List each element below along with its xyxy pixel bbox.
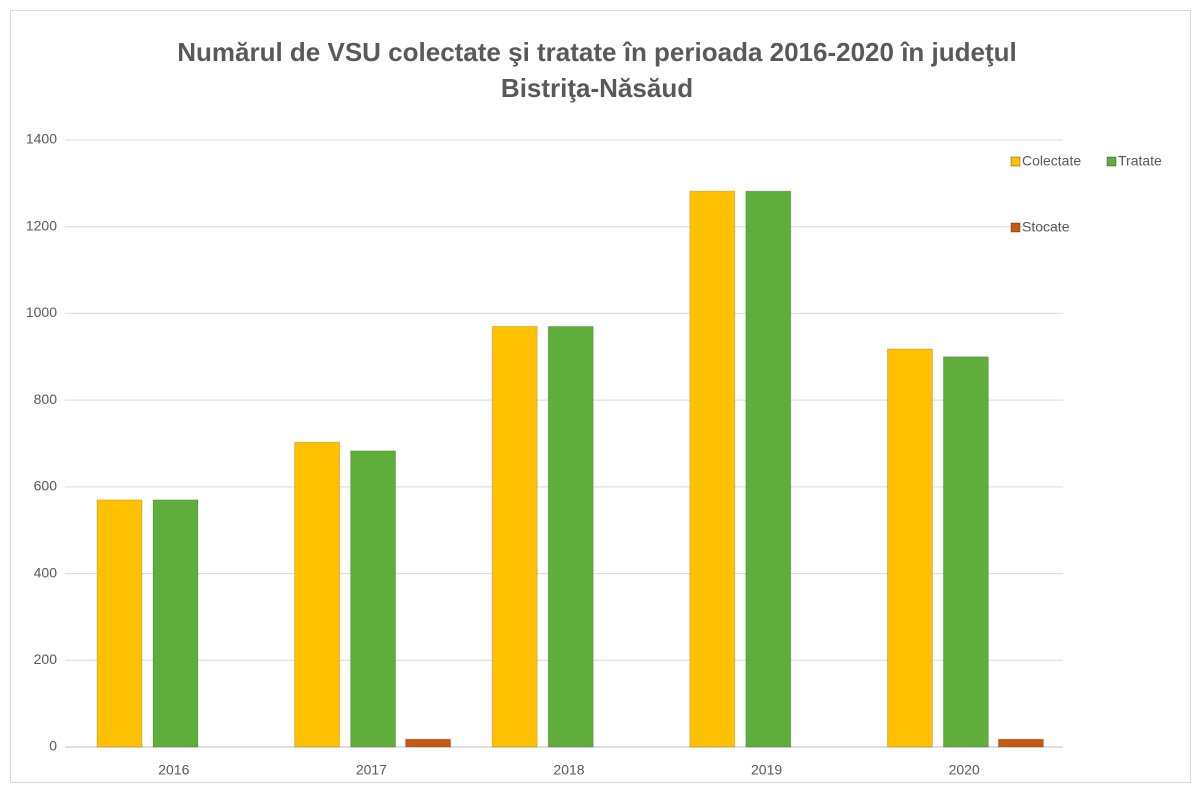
y-tick-label: 0 (49, 738, 57, 754)
legend-label: Stocate (1022, 219, 1070, 235)
chart-title: Numărul de VSU colectate şi tratate în p… (177, 37, 1017, 103)
bar (294, 441, 341, 748)
x-tick-label: 2017 (356, 762, 387, 778)
bar (745, 190, 792, 748)
bar (350, 450, 397, 748)
legend-swatch (1010, 156, 1021, 167)
y-tick-label: 400 (34, 564, 58, 580)
legend-swatch (1106, 156, 1117, 167)
x-tick-label: 2020 (949, 762, 980, 778)
x-tick-label: 2016 (158, 762, 189, 778)
legend-swatch (1010, 222, 1021, 233)
y-tick-label: 800 (34, 391, 58, 407)
y-tick-label: 1000 (26, 304, 57, 320)
chart-border (10, 10, 1191, 783)
bar (547, 325, 594, 748)
y-tick-label: 1400 (26, 131, 57, 147)
bar (152, 499, 199, 748)
bar (405, 738, 452, 748)
x-tick-label: 2018 (553, 762, 584, 778)
bar (689, 190, 736, 748)
legend-label: Tratate (1118, 153, 1162, 169)
y-tick-label: 600 (34, 478, 58, 494)
bar (997, 738, 1044, 748)
legend-label: Colectate (1022, 153, 1081, 169)
bar (886, 348, 933, 748)
bar (491, 325, 538, 748)
bar (942, 356, 989, 748)
bar (96, 499, 143, 748)
y-tick-label: 1200 (26, 217, 57, 233)
y-tick-label: 200 (34, 651, 58, 667)
x-tick-label: 2019 (751, 762, 782, 778)
